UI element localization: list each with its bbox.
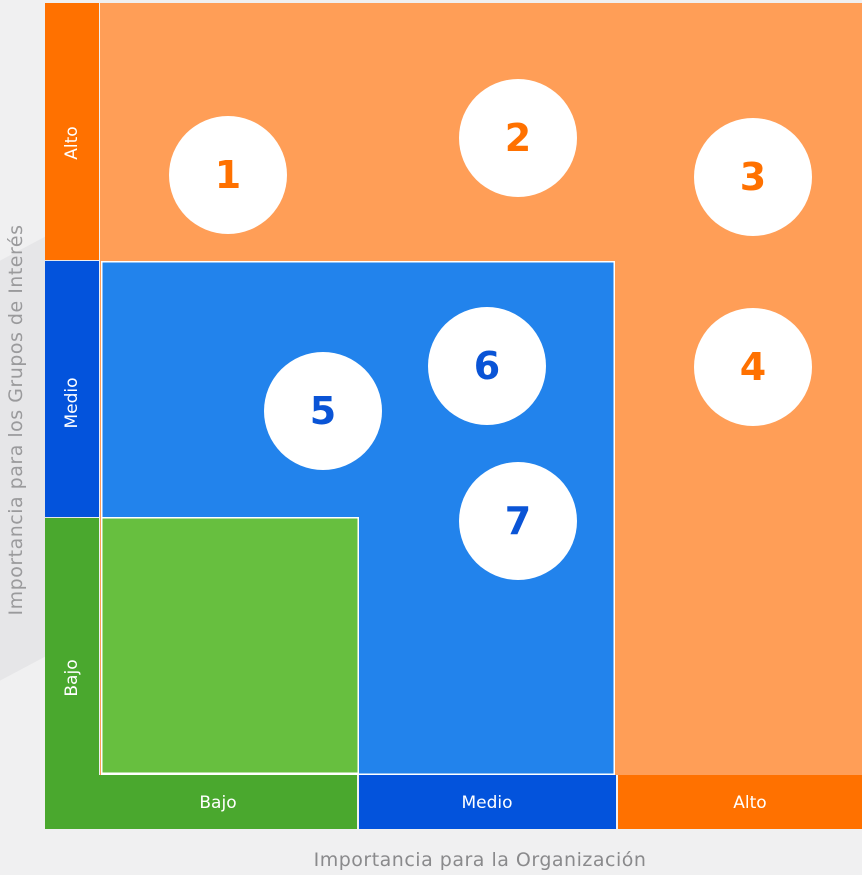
y-level-bar-alto (45, 3, 99, 260)
y-axis-title: Importancia para los Grupos de Interés (5, 224, 27, 616)
x-level-label-bajo: Bajo (199, 793, 237, 813)
x-level-label-medio: Medio (461, 793, 513, 813)
topic-circle-7: 7 (459, 462, 577, 580)
topic-circle-2: 2 (459, 79, 577, 197)
topic-circle-6: 6 (428, 307, 546, 425)
zone-low (101, 517, 359, 774)
y-level-bar-medio (45, 261, 99, 517)
x-level-bar-bajo (45, 775, 357, 829)
y-level-label-alto: Alto (62, 126, 82, 160)
topic-circle-1: 1 (169, 116, 287, 234)
topic-circle-4: 4 (694, 308, 812, 426)
topic-circle-3: 3 (694, 118, 812, 236)
y-level-label-medio: Medio (62, 377, 82, 429)
x-axis-title: Importancia para la Organización (313, 849, 647, 871)
x-level-bar-medio (359, 775, 616, 829)
y-level-label-bajo: Bajo (62, 659, 82, 697)
topic-circle-5: 5 (264, 352, 382, 470)
x-level-bar-alto (618, 775, 862, 829)
y-level-bar-bajo (45, 518, 99, 804)
x-level-label-alto: Alto (733, 793, 767, 813)
